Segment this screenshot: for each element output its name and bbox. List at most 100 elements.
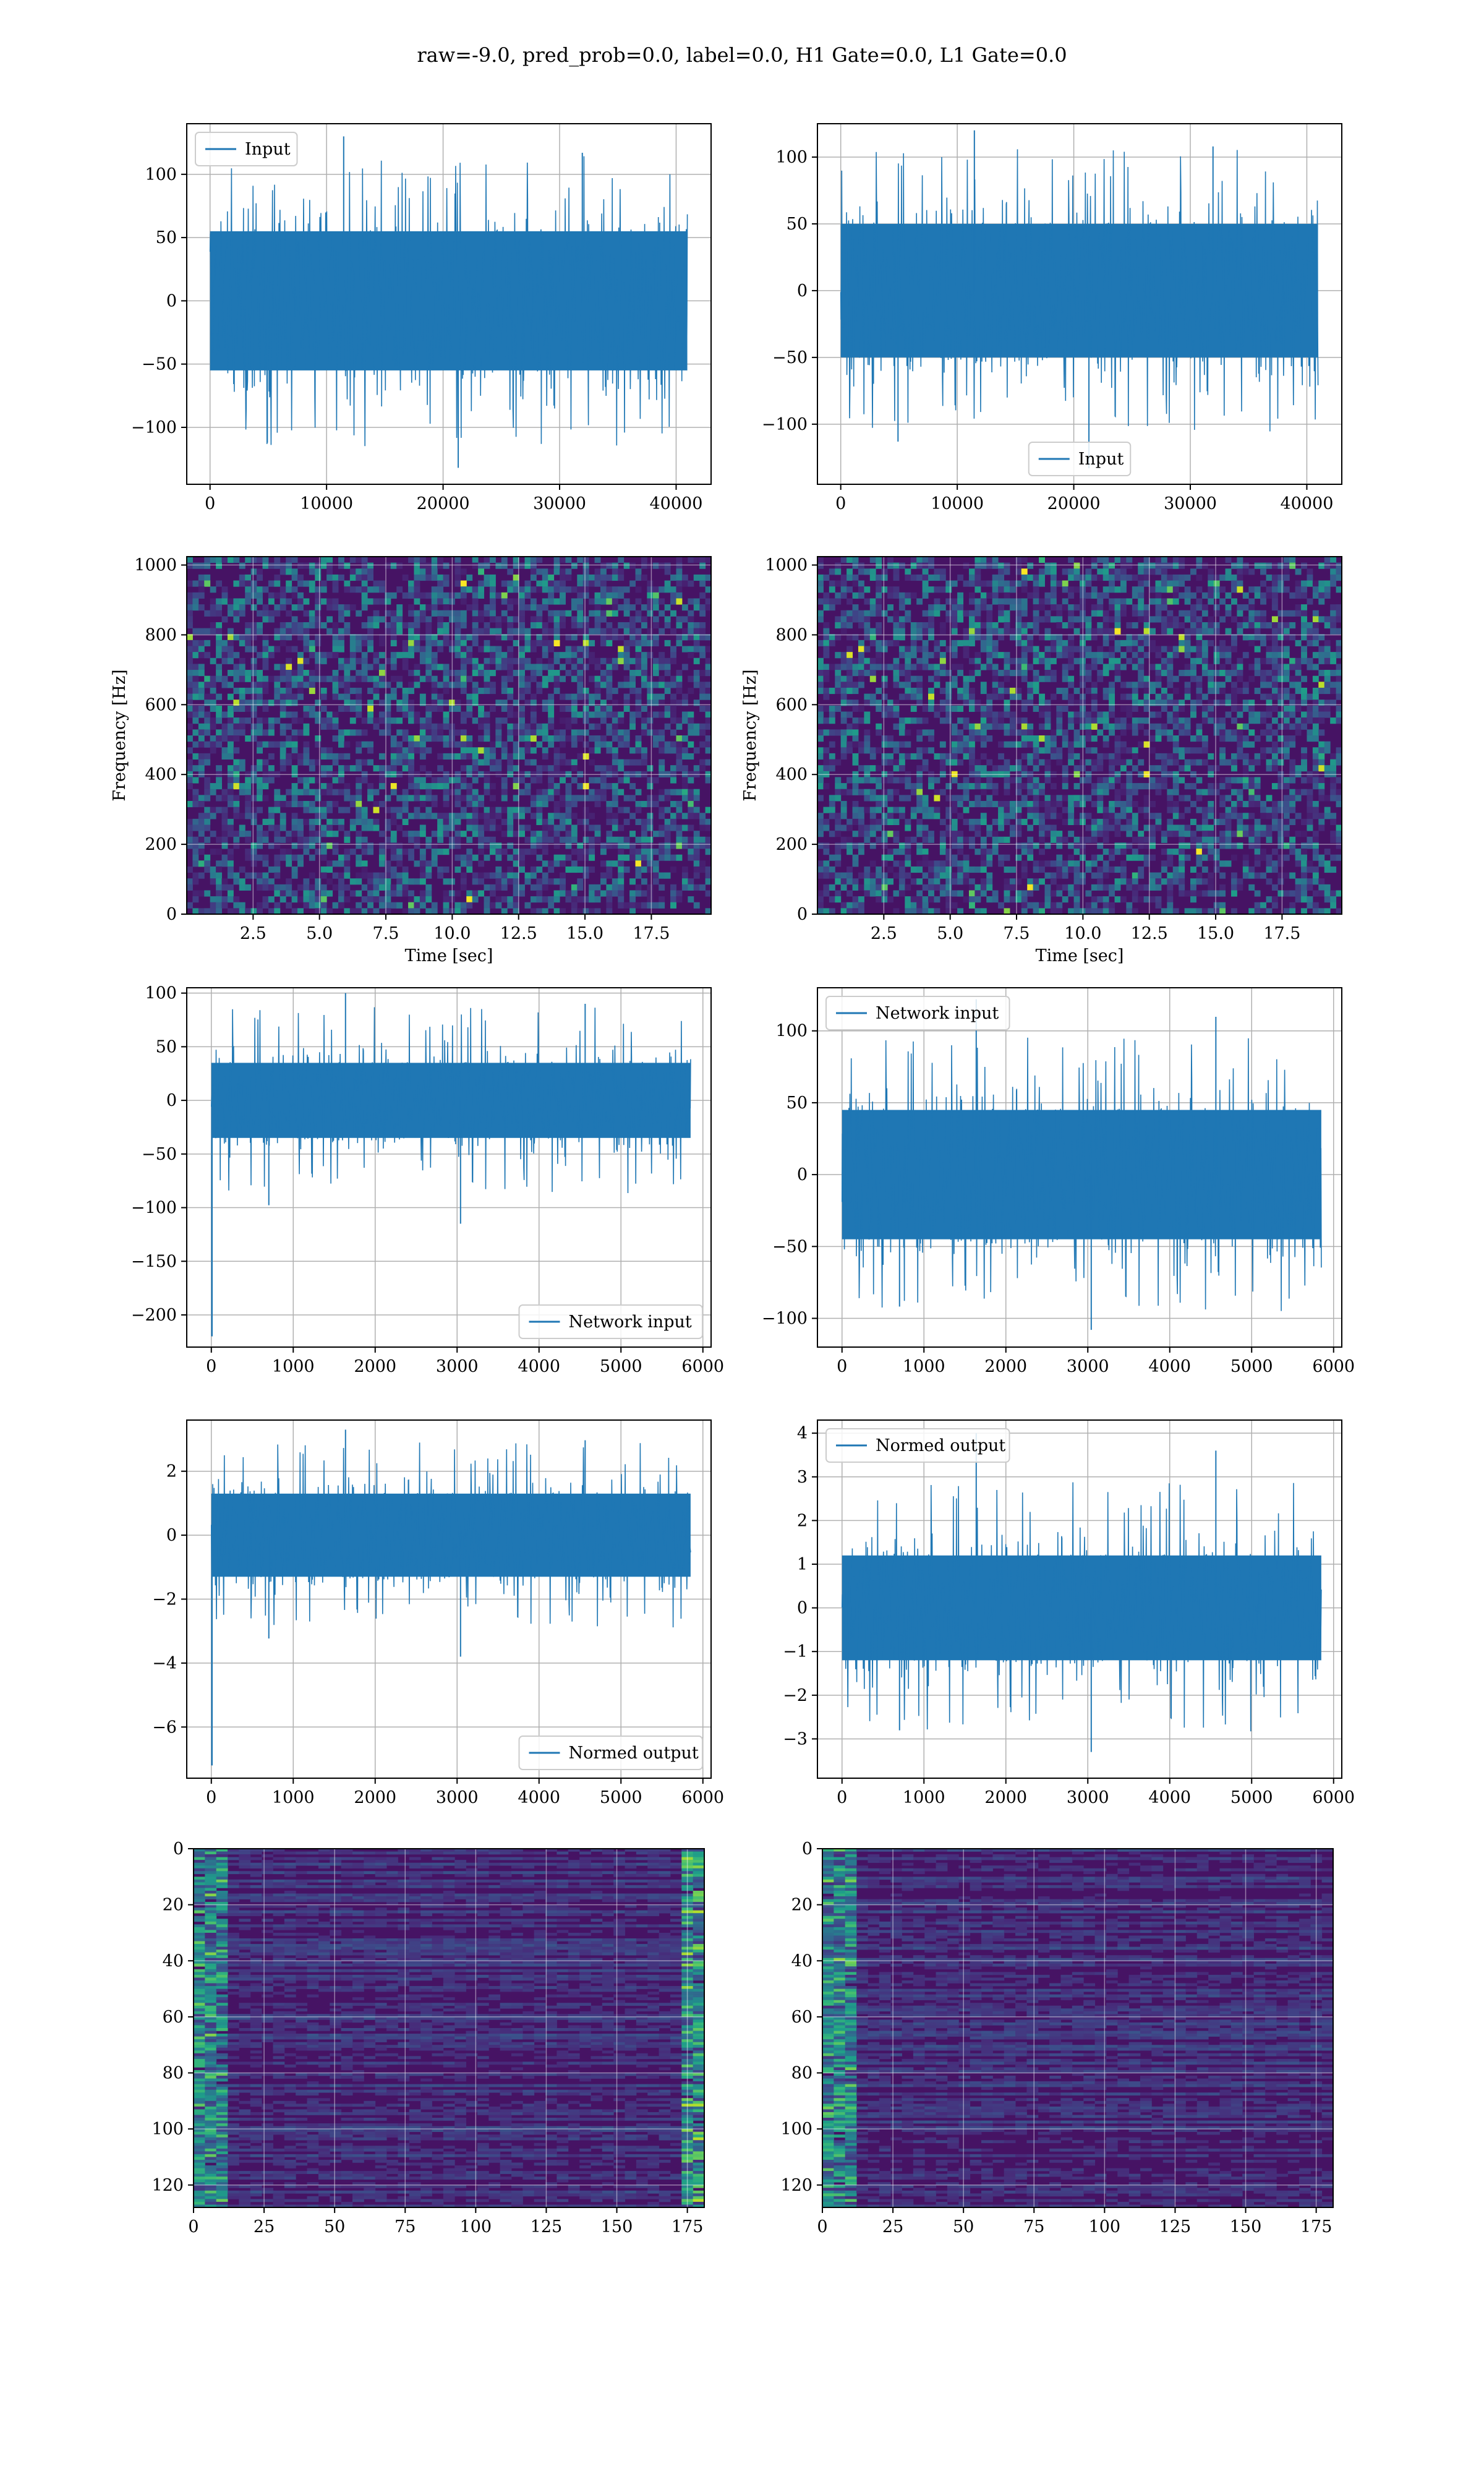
- heatmap-cell: [1243, 563, 1249, 569]
- heatmap-cell: [1272, 682, 1278, 688]
- heatmap-cell: [495, 593, 501, 599]
- heatmap-cell: [495, 735, 501, 742]
- heatmap-cell: [694, 884, 700, 891]
- heatmap-cell: [309, 765, 315, 771]
- heatmap-cell: [554, 855, 560, 861]
- heatmap-cell: [403, 807, 409, 813]
- heatmap-cell: [963, 676, 970, 682]
- heatmap-cell: [1185, 610, 1191, 617]
- heatmap-cell: [495, 628, 501, 635]
- heatmap-cell: [699, 563, 706, 569]
- heatmap-cell: [606, 682, 612, 688]
- heatmap-cell: [292, 670, 298, 676]
- heatmap-cell: [1033, 610, 1039, 617]
- heatmap-cell: [251, 694, 257, 700]
- heatmap-cell: [454, 729, 461, 735]
- heatmap-cell: [501, 747, 508, 753]
- heatmap-cell: [992, 676, 999, 682]
- heatmap-cell: [986, 640, 992, 646]
- heatmap-cell: [1004, 563, 1010, 569]
- heatmap-cell: [560, 908, 566, 914]
- y-tick-label: 400: [145, 765, 177, 784]
- heatmap-cell: [682, 616, 688, 622]
- heatmap-cell: [641, 860, 647, 867]
- heatmap-cell: [1196, 694, 1202, 700]
- heatmap-cell: [245, 837, 251, 843]
- heatmap-cell: [1324, 563, 1331, 569]
- heatmap-cell: [577, 711, 583, 717]
- heatmap-cell: [315, 819, 321, 825]
- heatmap-cell: [595, 688, 601, 694]
- heatmap-cell: [228, 801, 234, 807]
- heatmap-cell: [490, 628, 496, 635]
- heatmap-cell: [1202, 622, 1208, 628]
- heatmap-cell: [454, 610, 461, 617]
- heatmap-cell: [659, 765, 665, 771]
- heatmap-cell: [292, 873, 298, 879]
- heatmap-cell: [1301, 646, 1307, 653]
- heatmap-cell: [437, 593, 443, 599]
- heatmap-cell: [1120, 640, 1127, 646]
- heatmap-cell: [699, 765, 706, 771]
- heatmap-cell: [1196, 616, 1202, 622]
- heatmap-cell: [682, 777, 688, 783]
- heatmap-cell: [647, 890, 653, 896]
- heatmap-cell: [1033, 593, 1039, 599]
- heatmap-cell: [934, 610, 940, 617]
- heatmap-cell: [414, 670, 420, 676]
- heatmap-cell: [542, 628, 548, 635]
- heatmap-cell: [1318, 729, 1324, 735]
- heatmap-cell: [1155, 670, 1161, 676]
- heatmap-cell: [478, 890, 484, 896]
- heatmap-cell: [338, 753, 344, 760]
- heatmap-cell: [876, 598, 882, 604]
- heatmap-cell: [204, 807, 210, 813]
- heatmap-cell: [326, 908, 333, 914]
- heatmap-cell: [403, 819, 409, 825]
- heatmap-cell: [600, 873, 607, 879]
- heatmap-cell: [992, 670, 999, 676]
- heatmap-cell: [1155, 563, 1161, 569]
- heatmap-cell: [321, 813, 327, 819]
- heatmap-cell: [297, 908, 304, 914]
- heatmap-cell: [286, 586, 292, 593]
- heatmap-cell: [425, 724, 432, 730]
- heatmap-cell: [536, 640, 542, 646]
- heatmap-cell: [443, 742, 450, 748]
- heatmap-cell: [501, 795, 508, 801]
- heatmap-cell: [356, 831, 362, 837]
- heatmap-cell: [595, 622, 601, 628]
- heatmap-cell: [1167, 575, 1173, 581]
- heatmap-cell: [858, 593, 864, 599]
- heatmap-cell: [321, 581, 327, 587]
- heatmap-cell: [1004, 581, 1010, 587]
- heatmap-cell: [356, 789, 362, 795]
- heatmap-cell: [403, 711, 409, 717]
- heatmap-cell: [204, 825, 210, 831]
- heatmap-cell: [1091, 652, 1098, 658]
- heatmap-cell: [577, 896, 583, 902]
- heatmap-cell: [641, 753, 647, 760]
- heatmap-cell: [280, 586, 286, 593]
- heatmap-cell: [893, 568, 899, 575]
- heatmap-cell: [688, 813, 694, 819]
- heatmap-cell: [478, 581, 484, 587]
- heatmap-cell: [245, 849, 251, 855]
- heatmap-cell: [192, 581, 198, 587]
- heatmap-cell: [257, 568, 263, 575]
- heatmap-cell: [1185, 646, 1191, 653]
- heatmap-cell: [945, 586, 952, 593]
- heatmap-cell: [670, 896, 676, 902]
- heatmap-cell: [1202, 563, 1208, 569]
- heatmap-cell: [1185, 694, 1191, 700]
- heatmap-cell: [536, 813, 542, 819]
- heatmap-cell: [187, 747, 193, 753]
- heatmap-cell: [233, 664, 239, 670]
- heatmap-cell: [589, 676, 595, 682]
- heatmap-cell: [624, 742, 630, 748]
- heatmap-cell: [1237, 622, 1243, 628]
- heatmap-cell: [1260, 694, 1266, 700]
- heatmap-cell: [1103, 670, 1109, 676]
- heatmap-cell: [315, 586, 321, 593]
- heatmap-cell: [682, 884, 688, 891]
